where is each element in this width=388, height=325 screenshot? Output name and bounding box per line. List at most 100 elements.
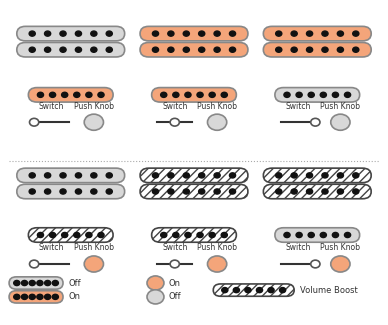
Circle shape — [291, 31, 297, 36]
Circle shape — [173, 92, 179, 98]
Circle shape — [60, 189, 66, 194]
FancyBboxPatch shape — [263, 184, 371, 199]
Circle shape — [214, 189, 220, 194]
Circle shape — [106, 47, 113, 52]
Circle shape — [75, 31, 81, 36]
Circle shape — [353, 47, 359, 52]
Circle shape — [183, 189, 189, 194]
Circle shape — [322, 173, 328, 178]
Circle shape — [199, 173, 205, 178]
Circle shape — [333, 92, 338, 98]
Circle shape — [183, 173, 189, 178]
Circle shape — [183, 31, 189, 36]
FancyBboxPatch shape — [152, 228, 236, 242]
Circle shape — [291, 47, 297, 52]
Circle shape — [308, 232, 314, 238]
Circle shape — [86, 232, 92, 238]
Circle shape — [320, 92, 326, 98]
Circle shape — [229, 47, 236, 52]
Text: Switch: Switch — [39, 102, 64, 110]
Circle shape — [275, 47, 282, 52]
Circle shape — [307, 31, 313, 36]
Circle shape — [345, 92, 351, 98]
Circle shape — [147, 276, 164, 290]
Text: Switch: Switch — [285, 102, 311, 110]
FancyBboxPatch shape — [275, 87, 360, 102]
Circle shape — [245, 288, 251, 293]
Circle shape — [268, 288, 274, 293]
FancyBboxPatch shape — [17, 26, 125, 41]
Circle shape — [45, 173, 51, 178]
Circle shape — [168, 173, 174, 178]
Circle shape — [106, 173, 113, 178]
Circle shape — [45, 189, 51, 194]
Circle shape — [296, 92, 302, 98]
Circle shape — [291, 189, 297, 194]
Circle shape — [173, 232, 179, 238]
Circle shape — [60, 47, 66, 52]
Circle shape — [45, 31, 51, 36]
Circle shape — [214, 47, 220, 52]
Circle shape — [337, 47, 343, 52]
FancyBboxPatch shape — [17, 43, 125, 57]
Text: Push Knob: Push Knob — [320, 102, 360, 110]
Circle shape — [229, 189, 236, 194]
FancyBboxPatch shape — [140, 43, 248, 57]
Circle shape — [331, 114, 350, 130]
FancyBboxPatch shape — [263, 43, 371, 57]
Circle shape — [106, 189, 113, 194]
Circle shape — [50, 232, 55, 238]
FancyBboxPatch shape — [213, 284, 294, 296]
Circle shape — [168, 189, 174, 194]
Circle shape — [45, 280, 51, 286]
Circle shape — [161, 232, 167, 238]
Circle shape — [333, 232, 338, 238]
Circle shape — [353, 189, 359, 194]
Circle shape — [86, 92, 92, 98]
Circle shape — [185, 232, 191, 238]
Circle shape — [29, 280, 35, 286]
Circle shape — [275, 189, 282, 194]
Text: Volume Boost: Volume Boost — [300, 286, 358, 294]
Circle shape — [320, 232, 326, 238]
Circle shape — [322, 31, 328, 36]
Circle shape — [106, 31, 113, 36]
Circle shape — [62, 232, 68, 238]
Circle shape — [29, 189, 35, 194]
Text: Switch: Switch — [162, 102, 187, 110]
Circle shape — [50, 92, 55, 98]
Circle shape — [221, 92, 227, 98]
Circle shape — [353, 31, 359, 36]
Text: Switch: Switch — [39, 243, 64, 253]
Circle shape — [45, 294, 51, 299]
Text: On: On — [169, 279, 181, 288]
Circle shape — [21, 294, 28, 299]
Circle shape — [331, 256, 350, 272]
Circle shape — [229, 31, 236, 36]
Circle shape — [307, 173, 313, 178]
Circle shape — [337, 189, 343, 194]
Circle shape — [60, 31, 66, 36]
FancyBboxPatch shape — [152, 87, 236, 102]
Circle shape — [98, 92, 104, 98]
Circle shape — [29, 118, 39, 126]
Circle shape — [14, 294, 20, 299]
Circle shape — [37, 232, 43, 238]
Text: Push Knob: Push Knob — [74, 102, 114, 110]
Circle shape — [208, 256, 227, 272]
Circle shape — [75, 189, 81, 194]
Circle shape — [91, 47, 97, 52]
Circle shape — [170, 260, 179, 268]
Circle shape — [337, 173, 343, 178]
Circle shape — [52, 280, 59, 286]
Text: Off: Off — [69, 279, 81, 288]
Circle shape — [275, 173, 282, 178]
Circle shape — [84, 114, 104, 130]
Circle shape — [209, 232, 215, 238]
Circle shape — [345, 232, 351, 238]
Circle shape — [91, 189, 97, 194]
FancyBboxPatch shape — [275, 228, 360, 242]
FancyBboxPatch shape — [9, 277, 63, 289]
Text: Off: Off — [169, 292, 182, 301]
FancyBboxPatch shape — [9, 291, 63, 303]
